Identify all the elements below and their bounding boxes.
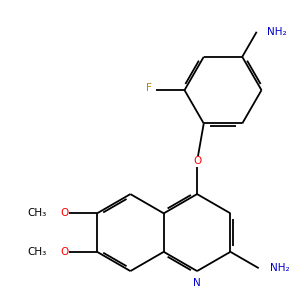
- Text: CH₃: CH₃: [27, 247, 46, 257]
- Text: O: O: [193, 156, 201, 167]
- Text: O: O: [60, 247, 68, 257]
- Text: NH₂: NH₂: [269, 263, 289, 273]
- Text: CH₃: CH₃: [27, 208, 46, 218]
- Text: F: F: [146, 83, 152, 93]
- Text: N: N: [193, 278, 201, 288]
- Text: NH₂: NH₂: [268, 27, 287, 37]
- Text: O: O: [60, 208, 68, 218]
